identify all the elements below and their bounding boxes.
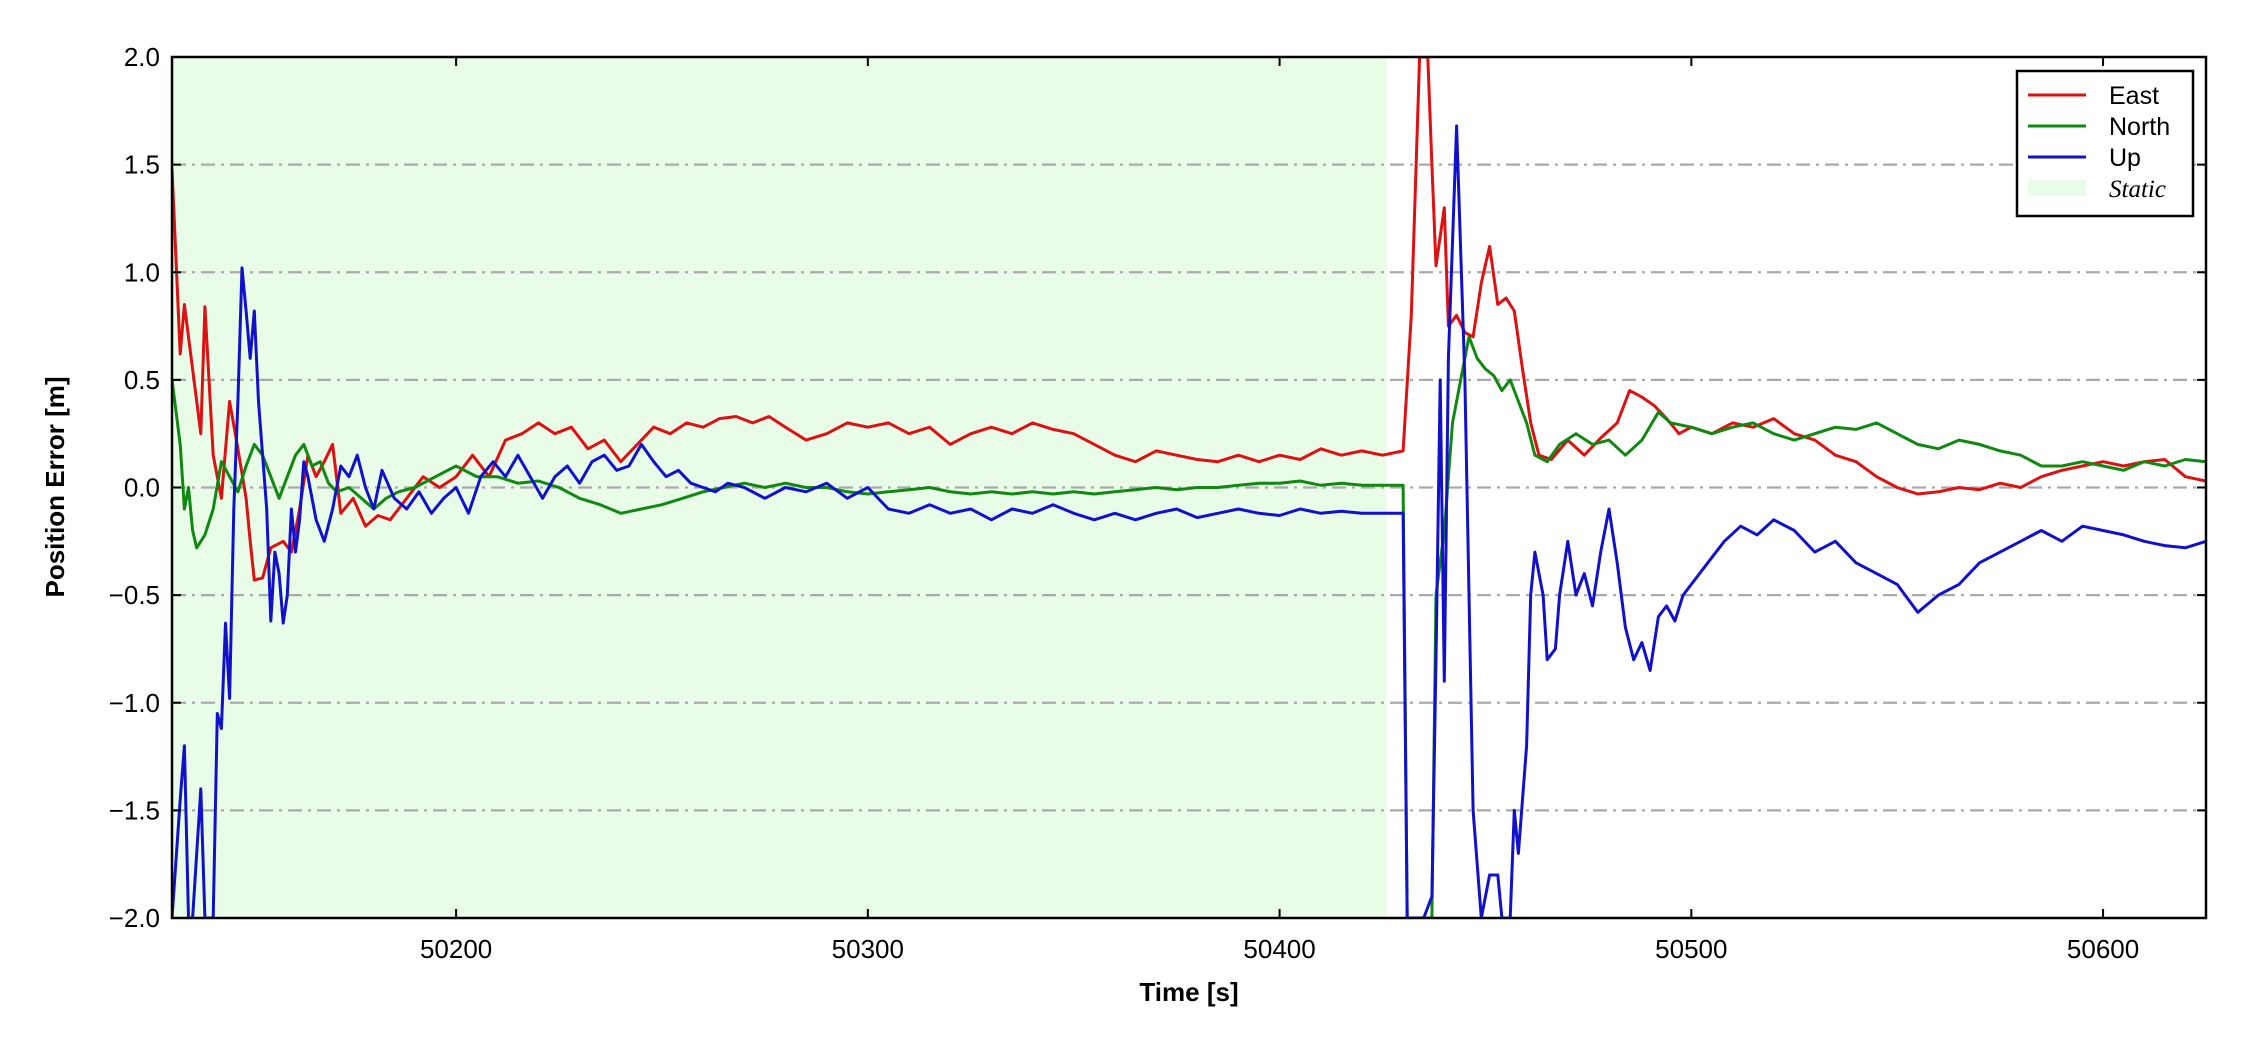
x-tick-label: 50300 [832,934,904,964]
x-axis-label: Time [s] [1139,977,1238,1007]
x-tick-label: 50400 [1243,934,1315,964]
legend-label-east: East [2109,82,2159,110]
y-tick-label: −0.5 [109,580,160,610]
y-tick-label: −1.0 [109,688,160,718]
y-tick-label: −1.5 [109,795,160,825]
legend-label-up: Up [2109,144,2141,172]
y-axis-label: Position Error [m] [40,376,70,597]
legend-swatch-static [2028,180,2086,196]
y-tick-label: 0.5 [124,365,160,395]
series-line-north [172,335,2206,918]
y-tick-label: 1.0 [124,257,160,287]
x-tick-label: 50500 [1655,934,1727,964]
legend: East North Up Static [2015,69,2195,218]
y-tick-label: 2.0 [124,42,160,72]
x-tick-label: 50200 [420,934,492,964]
y-tick-label: 1.5 [124,150,160,180]
legend-label-static: Static [2109,176,2166,203]
legend-label-north: North [2109,113,2170,141]
y-tick-label: −2.0 [109,903,160,933]
y-tick-label: 0.0 [124,473,160,503]
series-line-up [172,124,2206,918]
x-tick-label: 50600 [2067,934,2139,964]
